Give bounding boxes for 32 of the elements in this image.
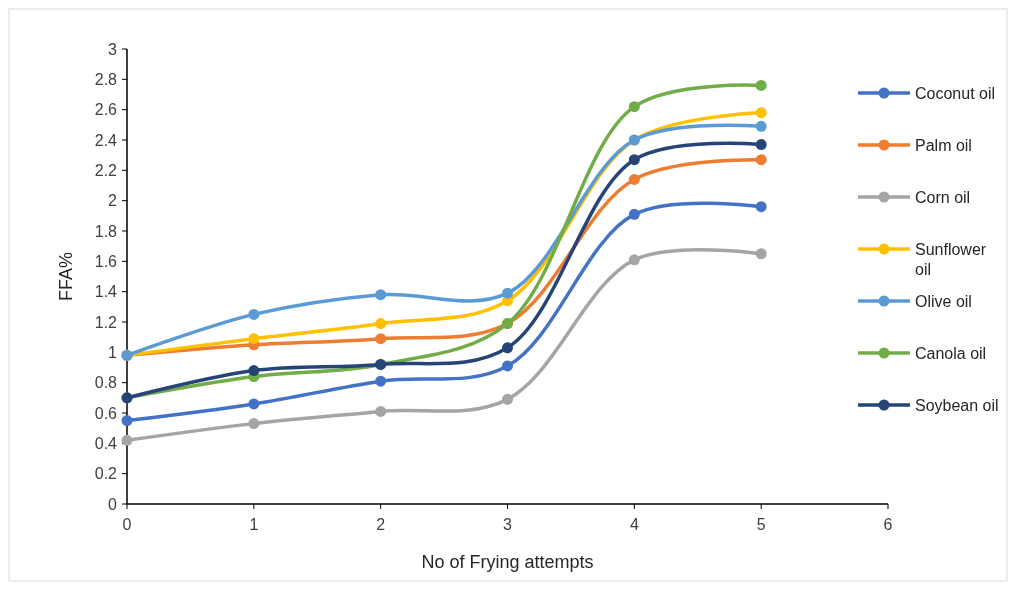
y-tick-label: 1 <box>108 343 118 361</box>
legend-label: Coconut oil <box>915 84 996 102</box>
legend-label: Palm oil <box>915 136 972 154</box>
x-axis-title: No of Frying attempts <box>421 552 594 572</box>
y-tick-label: 1.6 <box>94 252 118 270</box>
y-tick-label: 0.6 <box>94 404 118 422</box>
legend-label: Soybean oil <box>915 396 999 414</box>
y-axis-title: FFA% <box>56 251 76 302</box>
y-tick-label: 2 <box>108 192 118 210</box>
x-tick-label: 5 <box>756 516 766 533</box>
x-tick-label: 0 <box>122 516 132 533</box>
x-tick-label: 4 <box>629 516 639 533</box>
y-tick-label: 0.4 <box>94 434 118 452</box>
y-tick-label: 2.6 <box>94 101 118 119</box>
x-tick-label: 3 <box>503 516 513 533</box>
y-tick-label: 2.2 <box>94 161 118 179</box>
legend-label: Sunflower oil <box>915 240 987 279</box>
y-tick-label: 2.4 <box>94 131 118 149</box>
y-tick-label: 0.8 <box>94 374 118 392</box>
x-tick-label: 2 <box>376 516 386 533</box>
y-tick-label: 0.2 <box>94 465 118 483</box>
legend-label: Corn oil <box>915 188 971 206</box>
legend-label: Olive oil <box>915 292 972 310</box>
y-tick-label: 2.8 <box>94 70 118 88</box>
legend-label: Canola oil <box>915 344 987 362</box>
y-tick-label: 1.8 <box>94 222 118 240</box>
y-tick-label: 3 <box>108 40 118 58</box>
y-tick-label: 0 <box>108 495 118 513</box>
y-tick-label: 1.4 <box>94 283 118 301</box>
y-tick-label: 1.2 <box>94 313 118 331</box>
x-tick-label: 6 <box>883 516 893 533</box>
x-tick-label: 1 <box>249 516 259 533</box>
